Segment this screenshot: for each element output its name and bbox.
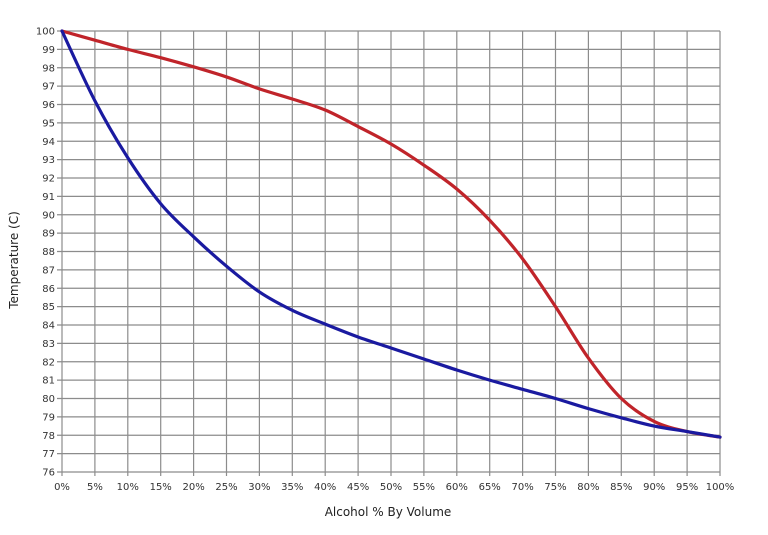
x-tick-label: 70%	[511, 482, 533, 493]
y-tick-label: 92	[42, 174, 55, 185]
y-axis-ticks: 76 77 78 79 80 81 82 83 84 85 86 87 88 89 90 91 92 93 94 95…	[36, 27, 55, 479]
x-tick-label: 65%	[479, 482, 501, 493]
x-tick-label: 10%	[117, 482, 139, 493]
y-tick-label: 83	[42, 339, 55, 350]
x-tick-label: 5%	[87, 482, 103, 493]
x-tick-label: 25%	[215, 482, 237, 493]
y-tick-label: 97	[42, 82, 55, 93]
y-tick-label: 77	[42, 449, 55, 460]
x-tick-label: 0%	[54, 482, 70, 493]
x-tick-label: 35%	[281, 482, 303, 493]
y-tick-label: 89	[42, 229, 55, 240]
y-tick-label: 90	[42, 210, 55, 221]
y-tick-label: 91	[42, 192, 55, 203]
y-tick-label: 78	[42, 431, 55, 442]
x-tick-label: 30%	[248, 482, 270, 493]
blue-curve	[60, 29, 722, 439]
y-tick-label: 80	[42, 394, 55, 405]
x-tick-label: 50%	[380, 482, 402, 493]
y-tick-label: 85	[42, 302, 55, 313]
y-tick-label: 76	[42, 468, 55, 479]
y-tick-label: 99	[42, 45, 55, 56]
red-curve	[60, 29, 722, 439]
y-tick-label: 94	[42, 137, 55, 148]
x-tick-label: 80%	[577, 482, 599, 493]
y-tick-label: 88	[42, 247, 55, 258]
y-tick-label: 100	[36, 27, 55, 38]
x-tick-label: 85%	[610, 482, 632, 493]
grid	[57, 30, 721, 476]
x-tick-label: 40%	[314, 482, 336, 493]
x-axis-title: Alcohol % By Volume	[325, 505, 452, 519]
y-tick-label: 79	[42, 412, 55, 423]
x-tick-label: 20%	[182, 482, 204, 493]
y-tick-label: 82	[42, 357, 55, 368]
x-tick-label: 15%	[150, 482, 172, 493]
y-tick-label: 98	[42, 63, 55, 74]
x-tick-label: 45%	[347, 482, 369, 493]
series-lines	[60, 29, 722, 439]
y-tick-label: 93	[42, 155, 55, 166]
x-tick-label: 75%	[544, 482, 566, 493]
x-tick-label: 60%	[446, 482, 468, 493]
y-tick-label: 86	[42, 284, 55, 295]
y-tick-label: 96	[42, 100, 55, 111]
x-axis-ticks: 0% 5% 10% 15% 20% 25% 30% 35% 40% 45% 50% 55% 60% 65%…	[54, 482, 734, 493]
y-tick-label: 81	[42, 376, 55, 387]
y-tick-label: 84	[42, 321, 55, 332]
y-tick-label: 87	[42, 265, 55, 276]
x-tick-label: 90%	[643, 482, 665, 493]
x-tick-label: 55%	[413, 482, 435, 493]
x-tick-label: 100%	[706, 482, 735, 493]
y-tick-label: 95	[42, 118, 55, 129]
y-axis-title: Temperature (C)	[7, 211, 21, 310]
x-tick-label: 95%	[676, 482, 698, 493]
